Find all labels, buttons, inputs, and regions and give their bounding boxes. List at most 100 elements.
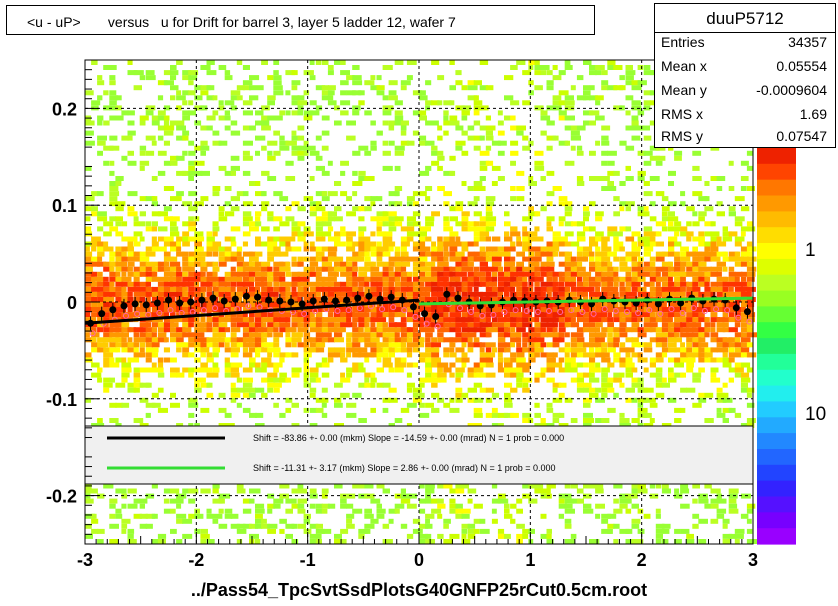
heatmap-cell [637,342,647,348]
heatmap-cell [479,165,488,171]
heatmap-cell [327,357,334,363]
heatmap-cell [412,397,422,403]
heatmap-cell [85,291,95,297]
secondary-point [679,309,686,316]
heatmap-cell [364,261,374,267]
heatmap-cell [133,332,140,338]
heatmap-cell [686,342,692,348]
heatmap-cell [607,85,618,91]
heatmap-cell [327,322,334,328]
heatmap-cell [127,347,136,353]
color-scale-band [757,290,796,307]
heatmap-cell [412,271,419,277]
heatmap-cell [497,150,505,156]
heatmap-cell [157,533,167,539]
heatmap-cell [139,397,149,403]
heatmap-cell [576,236,586,242]
heatmap-cell [121,327,132,333]
heatmap-cell [649,337,658,343]
heatmap-cell [279,352,289,358]
color-scale-band [757,385,796,402]
heatmap-cell [133,251,142,257]
heatmap-cell [570,332,578,338]
heatmap-cell [746,367,753,373]
heatmap-cell [504,281,514,287]
heatmap-cell [589,201,596,207]
heatmap-cell [655,357,664,363]
heatmap-cell [327,85,336,91]
heatmap-cell [297,221,306,227]
heatmap-cell [388,518,394,524]
heatmap-cell [315,216,326,222]
heatmap-cell [716,397,727,403]
heatmap-cell [346,75,355,81]
heatmap-cell [133,216,139,222]
heatmap-cell [352,191,358,197]
heatmap-cell [242,382,253,388]
heatmap-cell [631,271,640,277]
heatmap-cell [583,418,589,423]
heatmap-cell [746,352,757,358]
heatmap-cell [522,276,528,282]
heatmap-cell [315,297,323,302]
heatmap-cell [595,271,602,277]
heatmap-cell [467,266,474,272]
heatmap-cell [297,523,306,529]
heatmap-cell [437,266,444,272]
heatmap-cell [473,518,481,524]
heatmap-cell [242,367,253,373]
heatmap-cell [510,226,518,232]
heatmap-cell [279,135,285,141]
heatmap-cell [163,322,175,328]
heatmap-cell [716,236,722,242]
heatmap-cell [546,312,557,318]
heatmap-cell [564,261,575,267]
heatmap-cell [230,236,236,242]
heatmap-cell [133,327,144,333]
heatmap-cell [473,181,483,186]
heatmap-cell [576,332,584,338]
heatmap-cell [698,196,707,202]
heatmap-cell [570,357,576,363]
heatmap-cell [242,216,253,222]
heatmap-cell [358,206,366,212]
heatmap-cell [589,236,598,242]
heatmap-cell [394,271,404,277]
heatmap-cell [400,256,409,262]
heatmap-cell [546,120,555,126]
heatmap-cell [704,196,710,202]
heatmap-cell [400,307,411,312]
heatmap-cell [558,271,567,277]
heatmap-cell [419,266,427,272]
heatmap-cell [570,377,581,383]
heatmap-cell [552,312,563,318]
heatmap-cell [540,312,549,318]
heatmap-cell [176,105,182,111]
heatmap-cell [443,271,453,277]
heatmap-cell [334,352,344,358]
profile-point [309,297,317,305]
heatmap-cell [619,256,627,262]
heatmap-cell [680,201,686,207]
heatmap-cell [631,120,639,126]
heatmap-cell [340,271,350,277]
heatmap-cell [321,266,332,272]
heatmap-cell [461,241,469,247]
heatmap-cell [218,165,227,171]
heatmap-cell [145,523,153,529]
heatmap-cell [425,165,432,171]
heatmap-cell [188,70,199,76]
stats-row-mean-y: Mean y -0.0009604 [661,82,827,102]
heatmap-cell [419,276,427,282]
heatmap-cell [291,342,297,348]
heatmap-cell [716,271,722,277]
heatmap-cell [242,327,250,333]
heatmap-cell [346,317,352,323]
heatmap-cell [388,347,399,353]
heatmap-cell [479,135,485,141]
heatmap-cell [273,322,280,328]
heatmap-cell [692,523,699,529]
heatmap-cell [364,372,374,378]
heatmap-cell [619,503,628,509]
y-tick-label: 0.2 [52,99,77,119]
